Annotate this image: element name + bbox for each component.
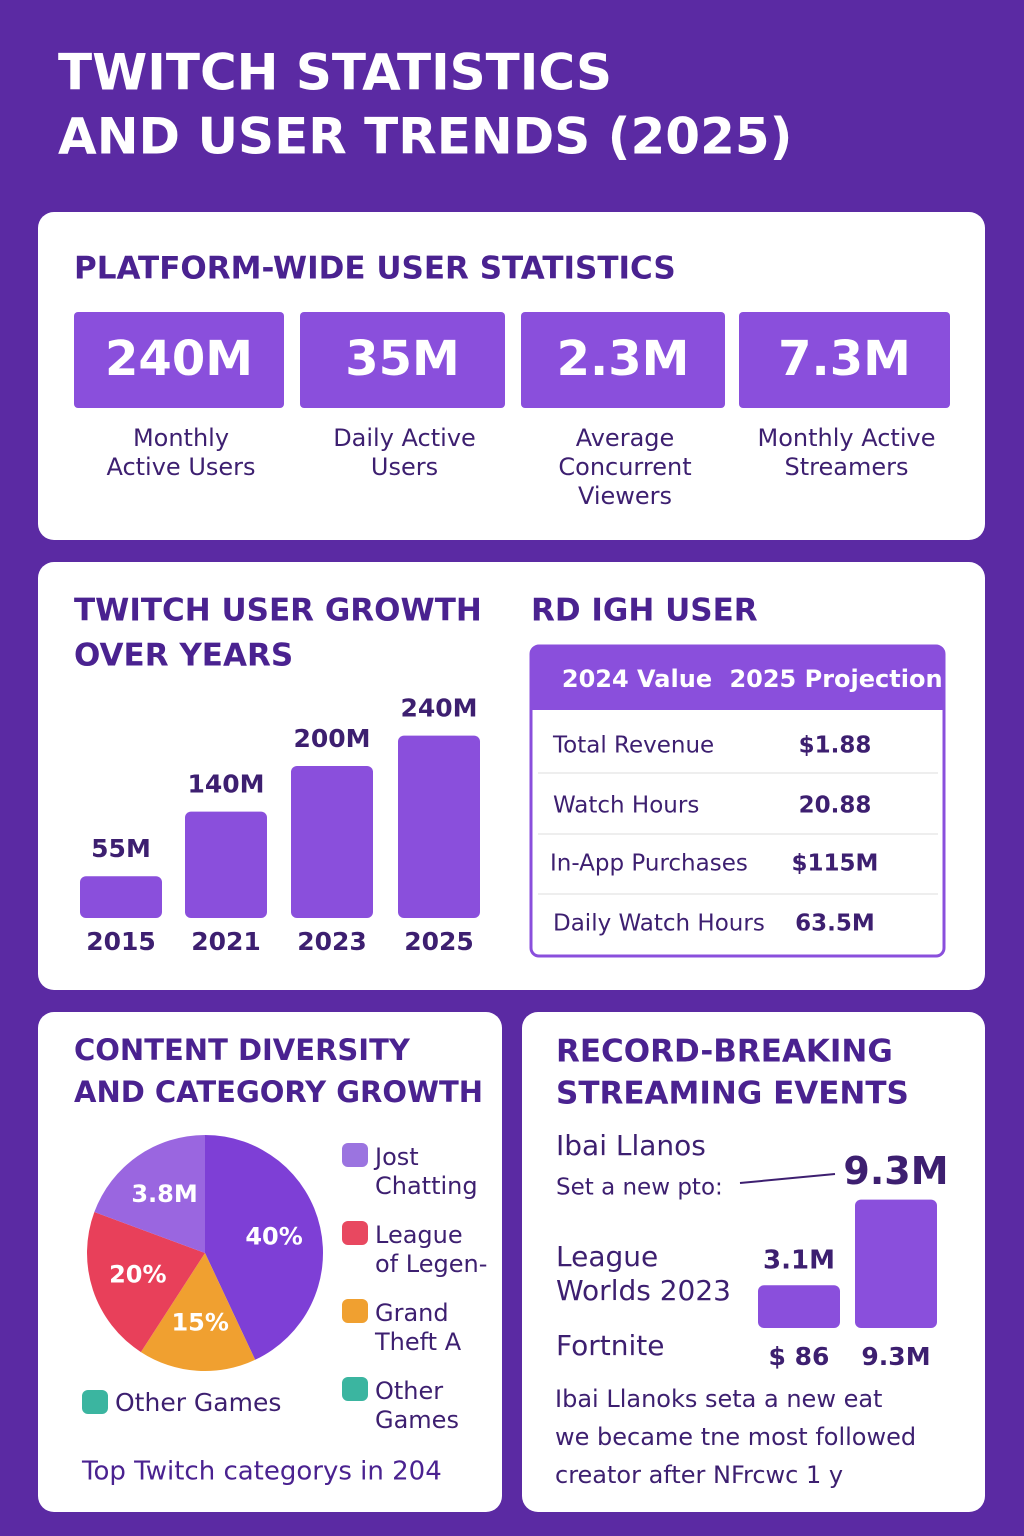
paragraph-line: we became tne most followed: [555, 1423, 916, 1451]
slice-label: 40%: [245, 1223, 302, 1251]
table-cell: In-App Purchases: [550, 851, 748, 877]
stat-label: Concurrent: [558, 453, 691, 481]
event-name: Worlds 2023: [556, 1274, 731, 1307]
stat-label: Average: [576, 424, 675, 452]
legend-label: Grand: [375, 1299, 449, 1327]
section-title: CONTENT DIVERSITY: [74, 1033, 411, 1067]
stat-value: 35M: [345, 331, 460, 387]
x-tick-label: 2025: [404, 927, 474, 956]
stat-box: [521, 312, 725, 408]
value-label: 9.3M: [843, 1149, 948, 1193]
bar: [855, 1199, 937, 1328]
legend-label: Chatting: [375, 1172, 478, 1200]
legend-label: League: [375, 1221, 463, 1249]
panel: [38, 212, 985, 540]
x-tick-label: 2015: [86, 927, 156, 956]
table-cell: Watch Hours: [553, 793, 699, 819]
table-cell: Total Revenue: [552, 733, 714, 759]
legend-swatch: [342, 1143, 368, 1167]
stat-value: 240M: [105, 331, 253, 387]
legend-label: Other Games: [115, 1388, 281, 1417]
table-cell: 20.88: [799, 793, 872, 819]
section-title: RECORD-BREAKING: [556, 1034, 893, 1070]
stat-label: Streamers: [785, 453, 909, 481]
section-title: OVER YEARS: [74, 638, 293, 674]
stat-label: Monthly: [133, 424, 229, 452]
page-title: AND USER TRENDS (2025): [58, 108, 793, 166]
section-title: PLATFORM-WIDE USER STATISTICS: [74, 251, 676, 287]
stat-label: Active Users: [106, 453, 255, 481]
event-name: Fortnite: [556, 1329, 664, 1362]
bar: [185, 811, 267, 918]
slice-label: 15%: [171, 1309, 228, 1337]
table-cell: Daily Watch Hours: [553, 911, 765, 937]
x-tick-label: 2021: [191, 927, 261, 956]
legend-swatch: [342, 1221, 368, 1245]
column-header: 2024 Value: [562, 665, 712, 693]
legend-label: of Legen-: [375, 1250, 487, 1278]
page-title: TWITCH STATISTICS: [58, 44, 612, 102]
x-tick-label: 9.3M: [861, 1342, 930, 1371]
section-title: AND CATEGORY GROWTH: [74, 1075, 483, 1109]
legend-swatch: [342, 1299, 368, 1323]
bar: [758, 1285, 840, 1328]
bar: [398, 735, 480, 918]
value-label: 200M: [293, 724, 370, 753]
legend-swatch: [82, 1390, 108, 1414]
pie-slice: [205, 1135, 323, 1360]
event-name: Ibai Llanos: [556, 1129, 706, 1162]
stat-box: [300, 312, 505, 408]
paragraph-line: creator after NFrcwc 1 y: [555, 1461, 843, 1489]
stat-label: Users: [371, 453, 438, 481]
value-label: 140M: [187, 770, 264, 799]
pie-slice: [87, 1212, 205, 1353]
paragraph-line: Ibai Llanoks seta a new eat: [555, 1385, 882, 1413]
bar: [80, 876, 162, 918]
slice-label: 3.8M: [131, 1180, 197, 1208]
pie-slice: [94, 1135, 205, 1253]
stat-value: 2.3M: [557, 331, 690, 387]
value-label: 240M: [400, 694, 477, 723]
table-cell: 63.5M: [795, 911, 875, 937]
value-label: 3.1M: [763, 1246, 835, 1276]
slice-label: 20%: [109, 1260, 166, 1288]
panel: [522, 1012, 985, 1512]
event-name: League: [556, 1240, 658, 1273]
pie-slice: [140, 1253, 256, 1371]
section-title: RD IGH USER: [531, 593, 758, 629]
stat-label: Monthly Active: [758, 424, 936, 452]
x-tick-label: 2023: [297, 927, 367, 956]
stat-label: Viewers: [578, 482, 672, 510]
legend-label: Games: [375, 1406, 459, 1434]
stat-value: 7.3M: [778, 331, 911, 387]
table-cell: $115M: [792, 851, 879, 877]
x-tick-label: $ 86: [769, 1342, 830, 1371]
stat-label: Daily Active: [333, 424, 476, 452]
footer-note: Top Twitch categorys in 204: [81, 1457, 442, 1487]
legend-label: Jost: [373, 1143, 419, 1171]
stat-box: [74, 312, 284, 408]
legend-label: Other: [375, 1377, 443, 1405]
bar: [291, 766, 373, 918]
column-header: 2025 Projection: [729, 665, 942, 693]
section-title: TWITCH USER GROWTH: [74, 593, 482, 629]
legend-swatch: [342, 1377, 368, 1401]
legend-label: Theft A: [374, 1328, 462, 1356]
table-header: [531, 646, 944, 710]
value-label: 55M: [91, 834, 151, 863]
event-note: Set a new pto:: [556, 1175, 723, 1201]
table-cell: $1.88: [799, 733, 872, 759]
pointer-line: [739, 1173, 836, 1184]
stat-box: [739, 312, 950, 408]
section-title: STREAMING EVENTS: [556, 1076, 909, 1112]
